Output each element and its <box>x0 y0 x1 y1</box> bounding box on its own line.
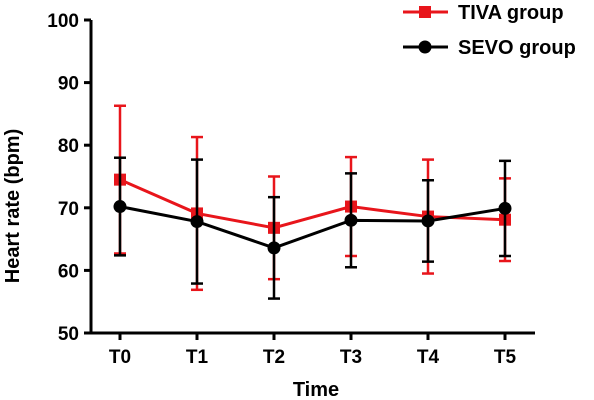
x-tick-label: T3 <box>340 347 362 368</box>
data-point-circle <box>421 214 435 228</box>
x-tick-label: T4 <box>417 347 440 368</box>
x-tick-label: T2 <box>263 347 285 368</box>
y-tick-label: 80 <box>58 136 79 157</box>
data-point-circle <box>190 215 204 229</box>
y-tick-label: 50 <box>58 324 79 345</box>
legend-label: SEVO group <box>458 37 576 59</box>
series-sevo <box>113 156 512 300</box>
x-axis-title: Time <box>293 379 339 400</box>
y-axis-title: Heart rate (bpm) <box>2 129 24 283</box>
x-tick-label: T1 <box>186 347 209 368</box>
y-tick-label: 100 <box>47 11 79 32</box>
series-line <box>119 178 506 230</box>
data-point-circle <box>267 241 281 255</box>
legend-label: TIVA group <box>458 2 564 24</box>
series-line <box>119 205 506 250</box>
data-point-circle <box>344 213 358 227</box>
series-tiva <box>114 104 511 292</box>
legend: TIVA group SEVO group <box>403 2 576 59</box>
legend-marker-square <box>419 6 431 18</box>
x-tick-label: T5 <box>494 347 517 368</box>
data-point-circle <box>498 201 512 215</box>
data-point-circle <box>113 200 127 214</box>
y-tick-label: 90 <box>58 74 79 95</box>
axes: 50 60 70 80 90 100 T0 T1 T2 T3 T4 T5 <box>47 11 535 368</box>
y-tick-label: 70 <box>58 199 79 220</box>
y-tick-label: 60 <box>58 261 79 282</box>
x-tick-label: T0 <box>109 347 131 368</box>
series-layer <box>113 104 512 300</box>
legend-marker-circle <box>418 40 432 54</box>
